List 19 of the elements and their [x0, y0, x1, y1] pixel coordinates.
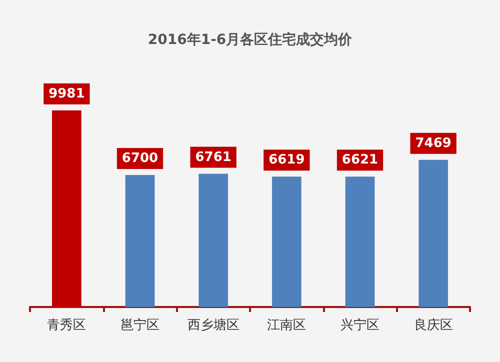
- x-tick-label: 西乡塘区: [187, 318, 240, 333]
- data-label: 9981: [48, 86, 85, 102]
- x-tick-label: 青秀区: [47, 318, 86, 333]
- bar: [198, 174, 228, 307]
- data-label: 6619: [268, 152, 305, 168]
- bar: [272, 176, 302, 307]
- data-label: 6621: [342, 152, 378, 168]
- data-label: 6761: [195, 150, 232, 165]
- bar: [345, 176, 375, 307]
- x-tick-label: 良庆区: [414, 318, 453, 333]
- bar: [418, 160, 448, 307]
- bar: [125, 175, 155, 307]
- bar: [52, 110, 82, 307]
- x-tick-label: 兴宁区: [340, 317, 380, 333]
- chart-title: 2016年1-6月各区住宅成交均价: [148, 31, 354, 48]
- data-label: 6700: [122, 151, 158, 166]
- x-tick-label: 江南区: [267, 318, 306, 333]
- x-tick-label: 邕宁区: [120, 317, 160, 333]
- data-label: 7469: [415, 136, 452, 151]
